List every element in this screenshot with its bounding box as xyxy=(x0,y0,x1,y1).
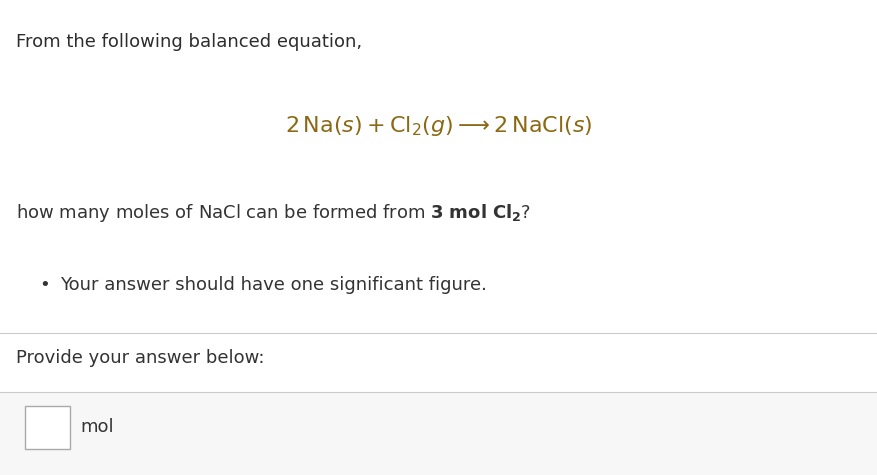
Text: mol: mol xyxy=(81,418,114,437)
Text: Your answer should have one significant figure.: Your answer should have one significant … xyxy=(60,276,487,294)
FancyBboxPatch shape xyxy=(0,392,877,475)
Text: $2\,\mathrm{Na}(s) + \mathrm{Cl_2}(g) \longrightarrow 2\,\mathrm{NaCl}(s)$: $2\,\mathrm{Na}(s) + \mathrm{Cl_2}(g) \l… xyxy=(285,114,592,138)
Text: how many moles of $\mathrm{NaCl}$ can be formed from $\mathbf{3\ mol\ Cl_2}$?: how many moles of $\mathrm{NaCl}$ can be… xyxy=(16,202,531,224)
Text: Provide your answer below:: Provide your answer below: xyxy=(16,349,264,367)
Text: From the following balanced equation,: From the following balanced equation, xyxy=(16,33,362,51)
FancyBboxPatch shape xyxy=(25,406,70,449)
Text: •: • xyxy=(39,276,50,294)
